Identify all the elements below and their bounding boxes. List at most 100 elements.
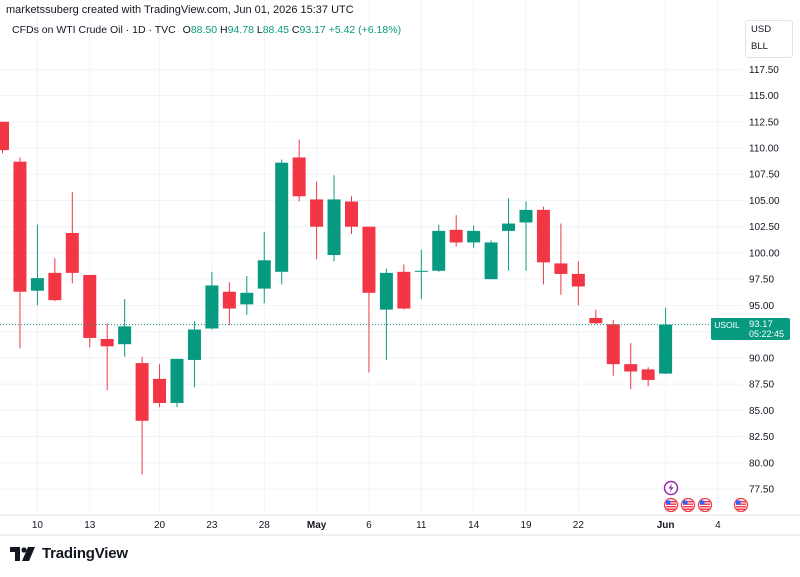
candle-body — [222, 291, 236, 309]
candle-body — [65, 232, 79, 273]
candle-body — [571, 273, 585, 287]
candle-body — [432, 230, 446, 271]
candle[interactable] — [379, 268, 393, 360]
candle-body — [100, 338, 114, 347]
candle[interactable] — [536, 206, 550, 285]
candle[interactable] — [467, 225, 481, 248]
candle[interactable] — [310, 181, 324, 260]
price-tick-label: 107.50 — [749, 170, 780, 181]
candle[interactable] — [345, 196, 358, 235]
candle-body — [205, 285, 219, 329]
candle[interactable] — [502, 198, 516, 271]
candle[interactable] — [205, 271, 219, 330]
time-tick-label: 20 — [154, 520, 166, 531]
time-tick-label: Jun — [657, 520, 675, 531]
candle-body — [30, 278, 44, 291]
us-flag-event-icon[interactable] — [697, 497, 713, 513]
price-tick-label: 97.50 — [749, 275, 774, 286]
candle[interactable] — [83, 274, 97, 348]
candle-body — [536, 209, 550, 263]
candle[interactable] — [222, 282, 236, 326]
candle[interactable] — [13, 157, 27, 349]
time-tick-label: 10 — [32, 520, 44, 531]
candle-body — [0, 121, 9, 151]
symbol-legend: CFDs on WTI Crude Oil · 1D · TVC O88.50 … — [12, 24, 401, 36]
high-value: 94.78 — [227, 24, 254, 36]
candle[interactable] — [414, 249, 428, 300]
price-tick-label: 115.00 — [749, 91, 779, 102]
candle-body — [187, 329, 201, 360]
candle[interactable] — [48, 258, 62, 302]
candle-body — [362, 226, 376, 293]
candle-body — [414, 270, 428, 272]
open-value: 88.50 — [190, 24, 218, 36]
candle[interactable] — [327, 175, 341, 262]
price-tick-label: 90.00 — [749, 353, 774, 364]
tradingview-logo-icon — [10, 546, 35, 561]
symbol-tag: USOIL — [711, 317, 743, 332]
time-axis[interactable]: 10 13 20 23 28 May 6 11 14 19 22 Jun 4 — [32, 520, 721, 531]
candles — [0, 121, 673, 475]
candle-body — [118, 326, 132, 345]
high-label: H — [220, 24, 228, 36]
candle-body — [449, 229, 463, 243]
candle[interactable] — [240, 276, 254, 315]
event-markers — [663, 480, 749, 513]
price-tick-label: 85.00 — [749, 406, 774, 417]
candle[interactable] — [589, 309, 603, 325]
candle[interactable] — [0, 121, 9, 154]
candle[interactable] — [30, 224, 44, 306]
low-label: L — [256, 24, 263, 36]
us-flag-event-icon[interactable] — [680, 497, 696, 513]
candle[interactable] — [170, 358, 184, 408]
candle-body — [659, 324, 673, 374]
us-flag-event-icon[interactable] — [733, 497, 749, 513]
candle-body — [275, 162, 289, 272]
candle-body — [484, 242, 498, 280]
unit-label: BLL — [751, 41, 768, 52]
lightning-event-icon[interactable] — [663, 480, 679, 496]
candle[interactable] — [484, 240, 498, 280]
price-axis[interactable]: 77.5080.0082.5085.0087.5090.0092.5095.00… — [749, 65, 780, 496]
tradingview-logo[interactable]: TradingView — [10, 545, 128, 562]
candle[interactable] — [257, 231, 271, 304]
candle-body — [257, 260, 271, 289]
candle[interactable] — [397, 264, 411, 310]
candle-body — [519, 209, 533, 223]
candle[interactable] — [100, 323, 114, 391]
candle-body — [327, 199, 341, 256]
candle[interactable] — [292, 139, 306, 202]
price-tick-label: 100.00 — [749, 248, 780, 259]
candle-body — [589, 317, 603, 324]
candle[interactable] — [432, 224, 446, 272]
symbol-title[interactable]: CFDs on WTI Crude Oil · 1D · TVC — [12, 24, 176, 36]
bar-countdown: 05:22:45 — [749, 328, 785, 339]
candle[interactable] — [362, 226, 376, 373]
candle[interactable] — [624, 343, 638, 390]
candle-body — [641, 369, 655, 380]
candle[interactable] — [135, 356, 149, 475]
time-tick-label: 22 — [573, 520, 585, 531]
candle[interactable] — [571, 261, 585, 306]
time-tick-label: 13 — [84, 520, 96, 531]
candle-body — [467, 230, 481, 243]
chart-attribution: marketssuberg created with TradingView.c… — [6, 4, 354, 16]
candle[interactable] — [275, 159, 289, 285]
candle[interactable] — [187, 321, 201, 388]
candle-body — [153, 378, 167, 403]
current-price-value: 93.17 — [749, 318, 773, 330]
candle[interactable] — [449, 215, 463, 247]
candle[interactable] — [554, 223, 568, 295]
candle[interactable] — [65, 192, 79, 284]
candle[interactable] — [641, 367, 655, 387]
price-tick-label: 112.50 — [749, 117, 779, 128]
candle[interactable] — [153, 364, 167, 408]
candle[interactable] — [659, 307, 673, 375]
price-tick-label: 95.00 — [749, 301, 774, 312]
candle[interactable] — [519, 201, 533, 271]
currency-unit-selector[interactable]: USD BLL — [745, 20, 793, 58]
candle[interactable] — [118, 299, 132, 357]
us-flag-event-icon[interactable] — [663, 497, 679, 513]
candle[interactable] — [606, 320, 620, 376]
